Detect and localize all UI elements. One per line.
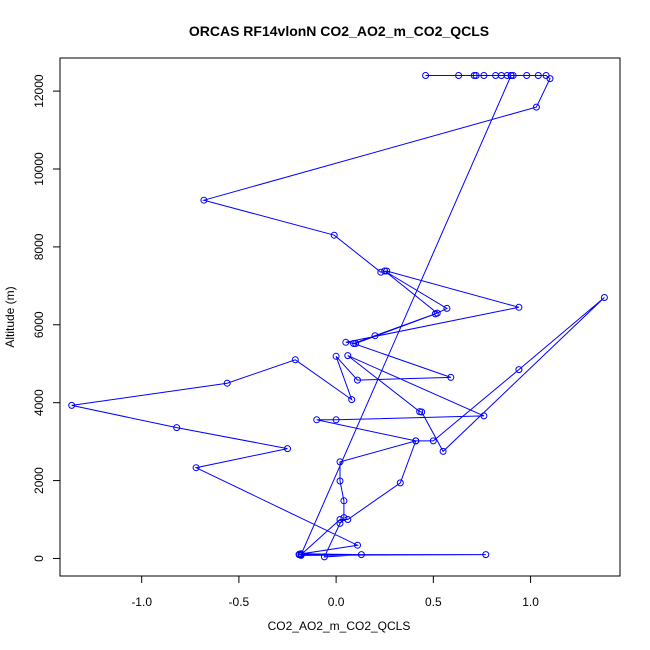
- data-point: [223, 379, 231, 387]
- data-point: [412, 437, 420, 445]
- data-series-points: [68, 72, 608, 561]
- x-tick-label: -0.5: [229, 595, 250, 609]
- x-tick-label: 0.0: [328, 595, 345, 609]
- data-point: [332, 416, 340, 424]
- data-point: [447, 373, 455, 381]
- data-point: [340, 514, 348, 522]
- data-point: [357, 551, 365, 559]
- data-point: [352, 340, 360, 347]
- data-point: [600, 294, 608, 301]
- data-point: [330, 231, 338, 239]
- y-tick-label: 8000: [32, 233, 46, 260]
- data-point: [336, 477, 344, 485]
- data-point: [509, 72, 517, 79]
- y-tick-label: 6000: [32, 311, 46, 338]
- data-point: [396, 479, 404, 487]
- x-axis-label: CO2_AO2_m_CO2_QCLS: [268, 619, 411, 633]
- x-tick-label: 1.0: [522, 595, 539, 609]
- data-point: [472, 72, 480, 79]
- y-tick-label: 4000: [32, 389, 46, 416]
- data-point: [336, 458, 344, 466]
- data-point: [344, 516, 352, 523]
- data-point: [284, 445, 291, 453]
- data-point: [173, 424, 181, 432]
- data-point: [200, 196, 208, 204]
- data-point: [515, 366, 523, 374]
- data-point: [439, 447, 447, 455]
- data-point: [443, 304, 451, 312]
- data-point: [433, 309, 441, 317]
- data-point: [470, 72, 478, 79]
- data-point: [295, 551, 303, 559]
- x-tick-label: 0.5: [425, 595, 442, 609]
- data-point: [348, 396, 356, 404]
- y-tick-label: 12000: [32, 74, 46, 108]
- x-axis: -1.0 -0.5 0.0 0.5 1.0: [131, 576, 539, 609]
- data-point: [320, 553, 328, 561]
- data-point: [534, 72, 542, 79]
- series-line: [71, 75, 605, 558]
- data-point: [291, 356, 299, 364]
- y-axis-label: Altitude (m): [3, 286, 17, 347]
- data-point: [192, 464, 200, 472]
- data-point: [515, 303, 523, 311]
- data-point: [297, 551, 305, 559]
- data-point: [523, 72, 531, 79]
- data-point: [429, 437, 437, 445]
- data-point: [507, 72, 515, 79]
- data-point: [480, 412, 488, 420]
- x-tick-label: -1.0: [131, 595, 152, 609]
- y-tick-label: 2000: [32, 467, 46, 494]
- data-point: [416, 408, 424, 416]
- data-point: [344, 352, 352, 360]
- data-series-line: [71, 75, 605, 558]
- y-axis: 0 2000 4000 6000 8000 10000 12000: [32, 74, 60, 562]
- y-tick-label: 10000: [32, 152, 46, 186]
- data-point: [354, 376, 361, 384]
- data-point: [480, 72, 488, 79]
- data-point: [313, 416, 321, 424]
- data-point: [336, 519, 344, 527]
- data-point: [532, 103, 540, 111]
- data-point: [342, 338, 350, 346]
- data-point: [422, 72, 430, 79]
- data-point: [546, 75, 554, 83]
- plot-area-frame: [59, 57, 621, 577]
- data-point: [350, 340, 358, 347]
- data-point: [371, 332, 379, 340]
- chart-title: ORCAS RF14vlonN CO2_AO2_m_CO2_QCLS: [189, 23, 489, 39]
- data-point: [383, 267, 391, 275]
- data-point: [455, 72, 463, 79]
- data-point: [482, 551, 490, 559]
- data-point: [332, 352, 340, 360]
- y-tick-label: 0: [32, 555, 46, 562]
- data-point: [354, 541, 361, 549]
- data-point: [340, 497, 348, 505]
- data-point: [336, 516, 344, 523]
- data-point: [381, 267, 389, 275]
- data-point: [68, 401, 76, 409]
